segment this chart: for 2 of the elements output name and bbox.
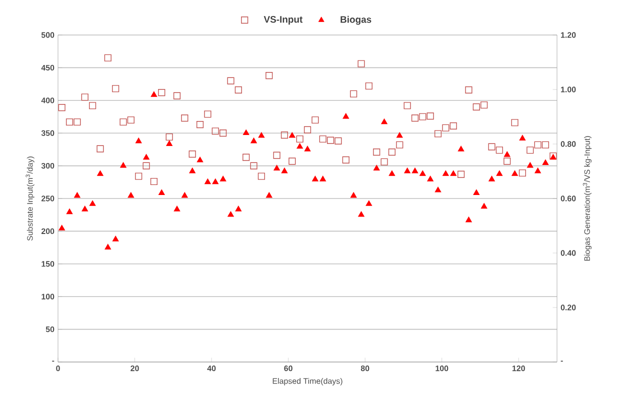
legend-label: VS-Input	[264, 16, 303, 25]
legend-label: Biogas	[340, 16, 372, 25]
